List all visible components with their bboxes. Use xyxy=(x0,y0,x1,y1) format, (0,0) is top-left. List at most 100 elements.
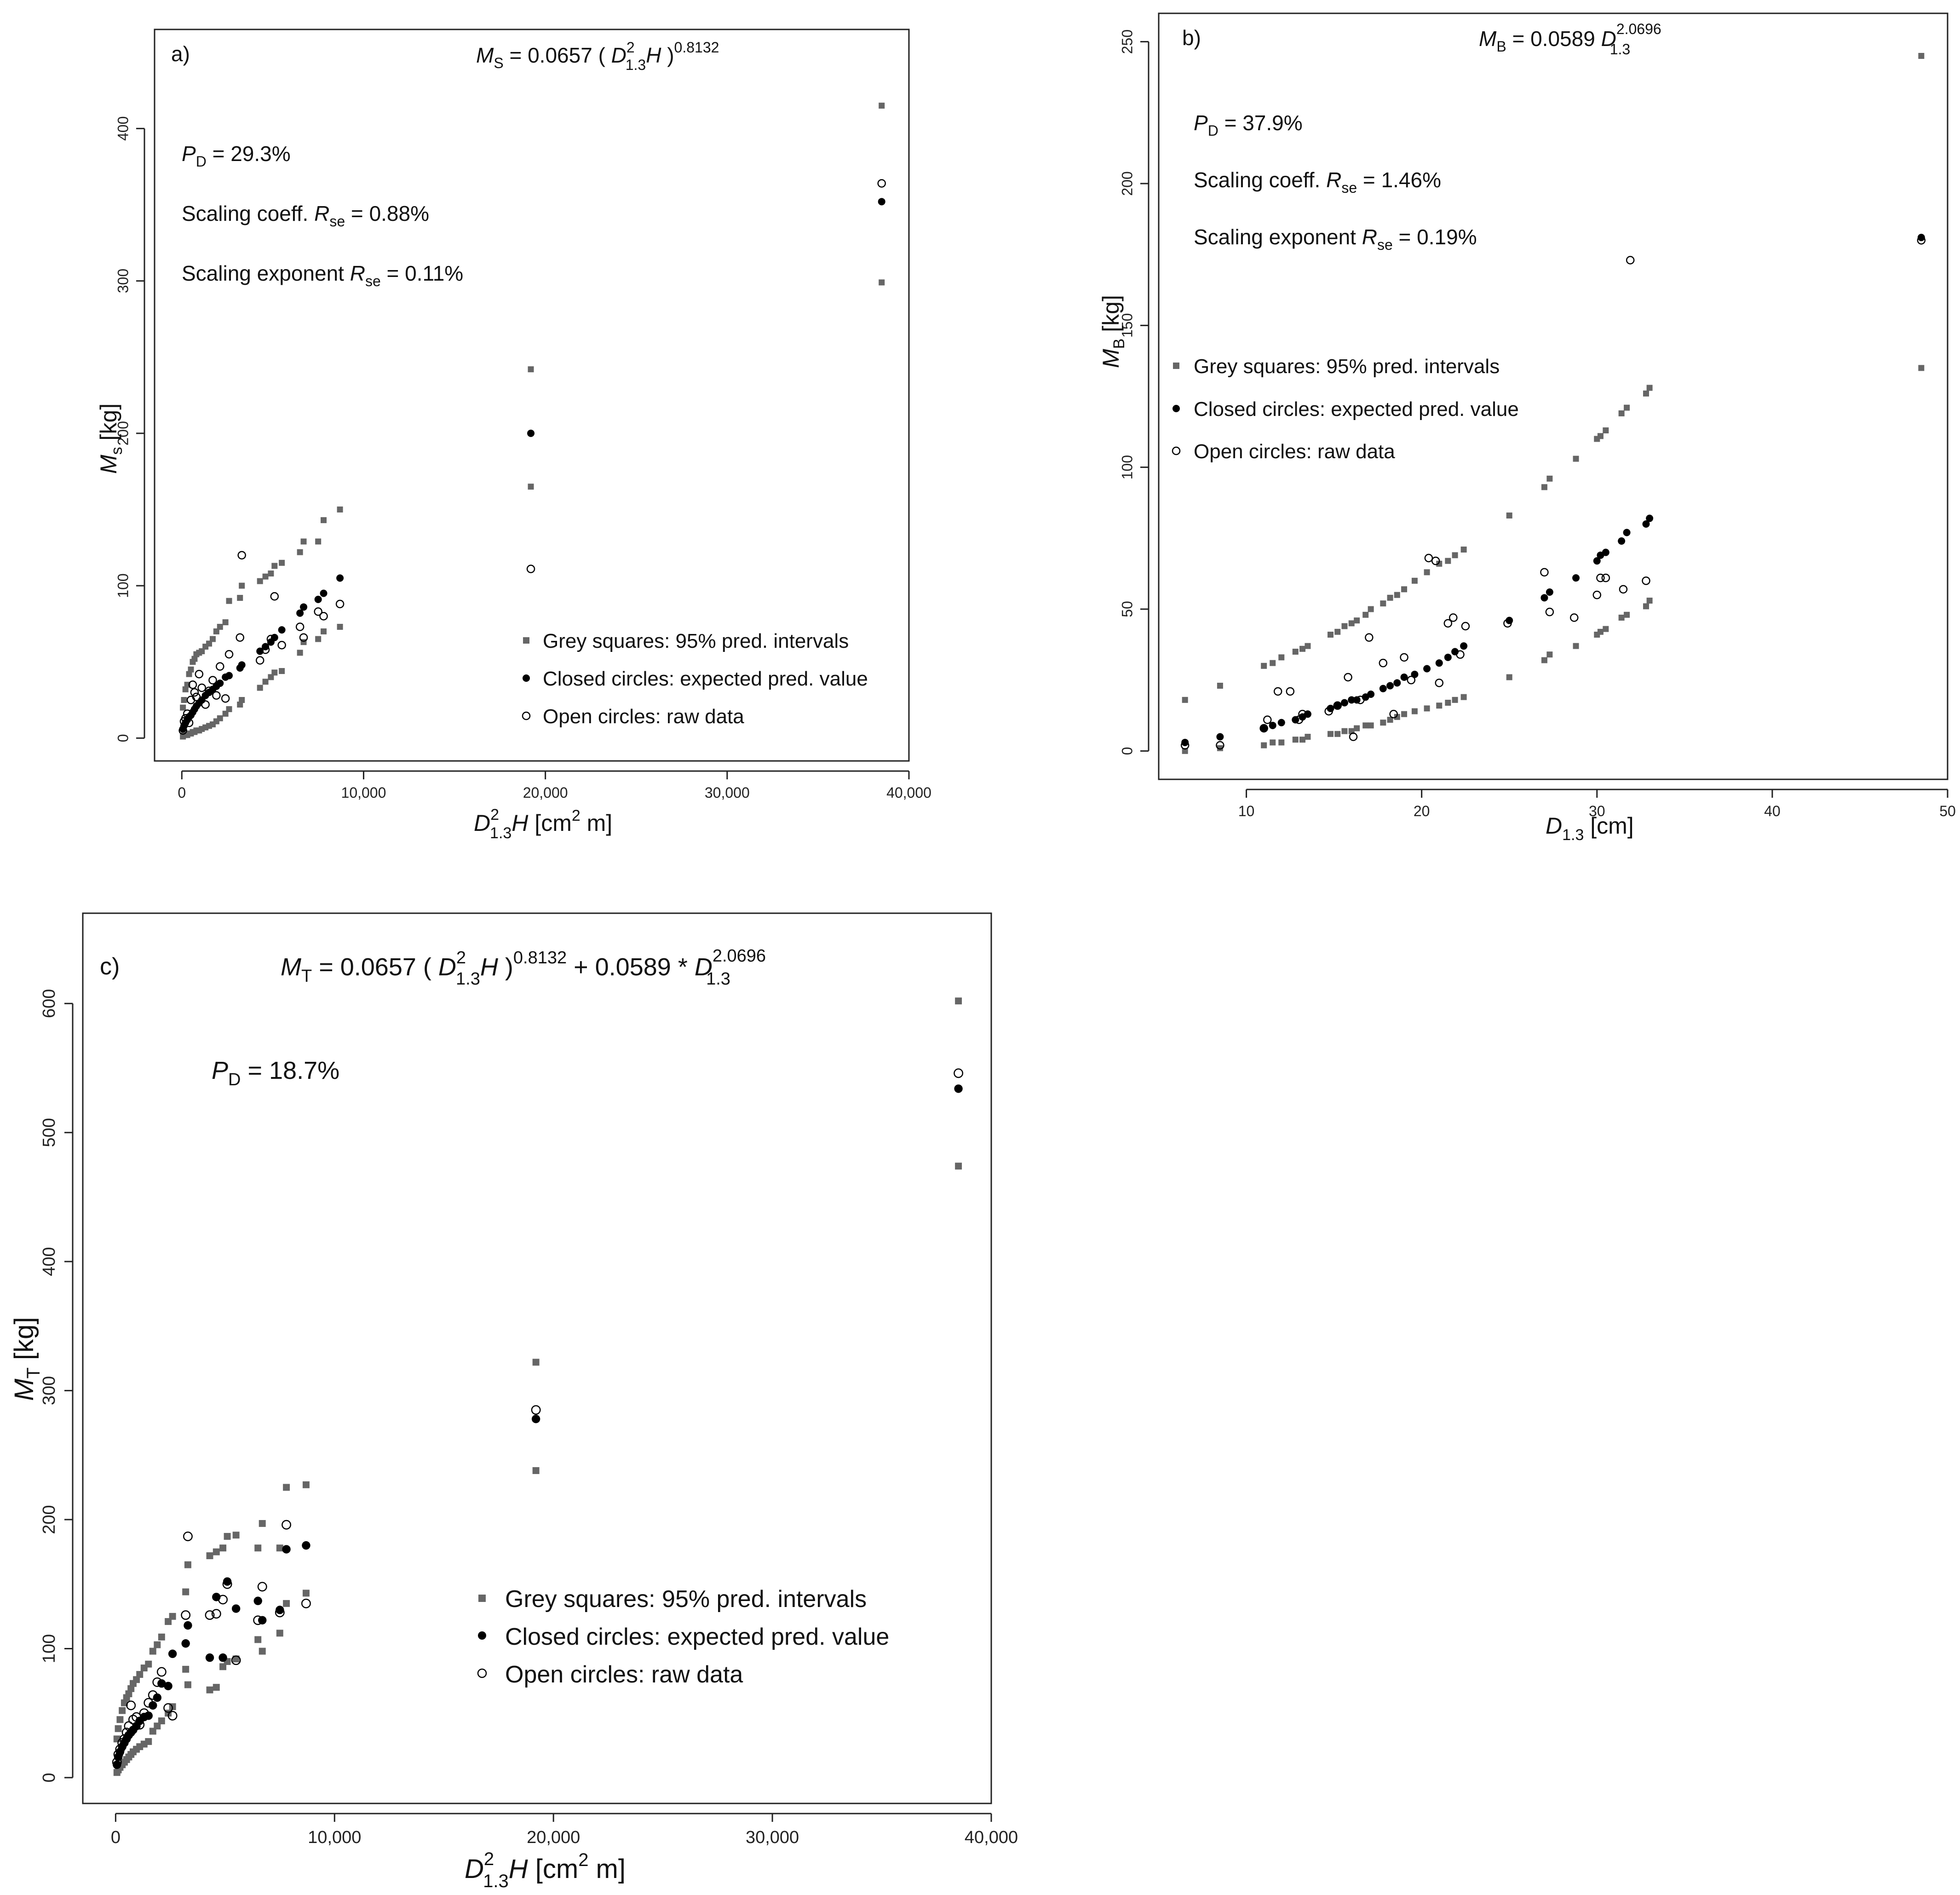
data-point-closed xyxy=(1333,702,1341,709)
y-tick-label: 50 xyxy=(1119,601,1135,617)
x-tick-label: 10,000 xyxy=(308,1828,361,1847)
data-point-open xyxy=(526,564,535,573)
panel-c-axes: 0 10,000 20,000 30,000 40,000 0 100 200 300 400 50… xyxy=(40,989,1018,1847)
eq-c-exponent: 0.8132 xyxy=(513,948,567,968)
data-point-open xyxy=(195,669,204,679)
panel-b-equation: MB = 0.0589 D2.0696 1.3 xyxy=(1479,21,1661,58)
data-point-open xyxy=(1435,679,1444,687)
data-point-open xyxy=(1545,607,1554,616)
b-stat2-sub: se xyxy=(1377,236,1393,253)
data-point-square xyxy=(1573,643,1579,649)
data-point-square xyxy=(1380,720,1386,726)
panel-c-legend: Grey squares: 95% pred. intervals Closed… xyxy=(477,1586,889,1688)
x-tick-label: 10,000 xyxy=(341,784,386,801)
data-point-square xyxy=(232,1532,240,1539)
data-point-square xyxy=(279,559,285,566)
data-point-open xyxy=(314,607,322,616)
data-point-open xyxy=(282,1520,292,1530)
x-tick-label: 40,000 xyxy=(965,1828,1018,1847)
data-point-open xyxy=(1443,619,1453,628)
panel-a-stat-exponent: Scaling exponent Rse = 0.11% xyxy=(182,261,463,289)
data-point-closed xyxy=(1623,529,1631,536)
data-point-square xyxy=(206,1552,213,1560)
y-tick-label: 200 xyxy=(115,421,131,445)
data-point-square xyxy=(315,636,322,642)
data-point-open xyxy=(1456,650,1465,659)
a-yl-sub: s xyxy=(108,447,126,455)
data-point-square xyxy=(213,628,219,634)
eq-c-d-sub: 1.3 xyxy=(456,969,480,989)
a-xl-unit-post: m] xyxy=(581,810,612,836)
a-stat0-sym: P xyxy=(182,142,196,166)
data-point-square xyxy=(209,636,216,642)
y-tick-label: 300 xyxy=(40,1376,59,1405)
legend-b-open-marker xyxy=(1172,446,1181,455)
data-point-open xyxy=(1180,741,1190,750)
data-point-square xyxy=(283,1484,290,1491)
data-point-square xyxy=(1597,628,1604,635)
panel-a-plot-frame xyxy=(154,29,910,762)
b-stat0-sub: D xyxy=(1208,122,1219,139)
data-point-square xyxy=(1305,734,1311,740)
data-point-open xyxy=(1365,633,1374,642)
data-point-square xyxy=(879,279,885,286)
data-point-square xyxy=(1603,626,1609,632)
data-point-open xyxy=(277,641,286,650)
data-point-square xyxy=(115,1725,122,1732)
eq-b-text1: = 0.0589 xyxy=(1506,27,1601,51)
panel-a-stat-pd: PD = 29.3% xyxy=(182,142,291,170)
data-point-open xyxy=(236,633,244,642)
data-point-square xyxy=(1362,722,1369,729)
data-point-square xyxy=(186,671,192,677)
data-point-open xyxy=(1569,613,1579,622)
data-point-closed xyxy=(320,589,328,597)
data-point-square xyxy=(1387,594,1393,601)
eq-c-text2: ) xyxy=(498,953,513,981)
data-point-closed xyxy=(253,1596,262,1605)
legend-b-open-text: Open circles: raw data xyxy=(1194,440,1395,463)
panel-a-label: a) xyxy=(171,42,190,66)
data-point-square xyxy=(254,1636,262,1643)
data-point-open xyxy=(224,650,234,659)
data-point-square xyxy=(1292,649,1299,655)
b-stat0-sym: P xyxy=(1194,111,1208,135)
data-point-open xyxy=(212,691,221,700)
x-tick-label: 30,000 xyxy=(705,784,750,801)
data-point-square xyxy=(257,685,263,691)
data-point-closed xyxy=(1546,588,1553,596)
data-point-square xyxy=(1368,606,1374,612)
data-point-square xyxy=(1541,657,1547,663)
data-point-open xyxy=(148,1690,158,1700)
data-point-square xyxy=(222,710,229,717)
data-point-square xyxy=(239,697,245,703)
data-point-square xyxy=(169,1613,176,1620)
data-point-square xyxy=(259,1520,266,1527)
c-stat0-sub: D xyxy=(228,1070,241,1089)
legend-c-open-marker xyxy=(477,1668,487,1678)
panel-b-stat-pd: PD = 37.9% xyxy=(1194,111,1303,139)
data-point-square xyxy=(226,706,232,712)
data-point-open xyxy=(266,634,276,644)
data-point-square xyxy=(219,1544,227,1552)
panel-b-x-axis-title: D1.3 [cm] xyxy=(1546,813,1634,844)
eq-b-d-sub: 1.3 xyxy=(1610,41,1630,58)
data-point-open xyxy=(181,1610,191,1620)
data-point-open xyxy=(1333,701,1342,710)
data-point-closed xyxy=(1593,557,1601,565)
eq-b-lhs-sub: B xyxy=(1496,38,1506,55)
y-tick-label: 0 xyxy=(1119,747,1135,755)
panel-c-stat-pd: PD = 18.7% xyxy=(212,1057,339,1089)
data-point-square xyxy=(300,538,307,545)
b-yl-unit: [kg] xyxy=(1098,295,1124,338)
data-point-closed xyxy=(223,1577,232,1586)
eq-c-d2-sup: 2.0696 xyxy=(713,946,766,966)
data-point-square xyxy=(1624,404,1630,411)
data-point-open xyxy=(205,1610,215,1620)
data-point-square xyxy=(217,624,223,630)
data-point-closed xyxy=(302,1541,310,1550)
data-point-square xyxy=(213,1548,220,1555)
data-point-closed xyxy=(181,1639,190,1648)
y-tick-label: 500 xyxy=(40,1118,59,1147)
panel-a-points xyxy=(178,103,886,740)
